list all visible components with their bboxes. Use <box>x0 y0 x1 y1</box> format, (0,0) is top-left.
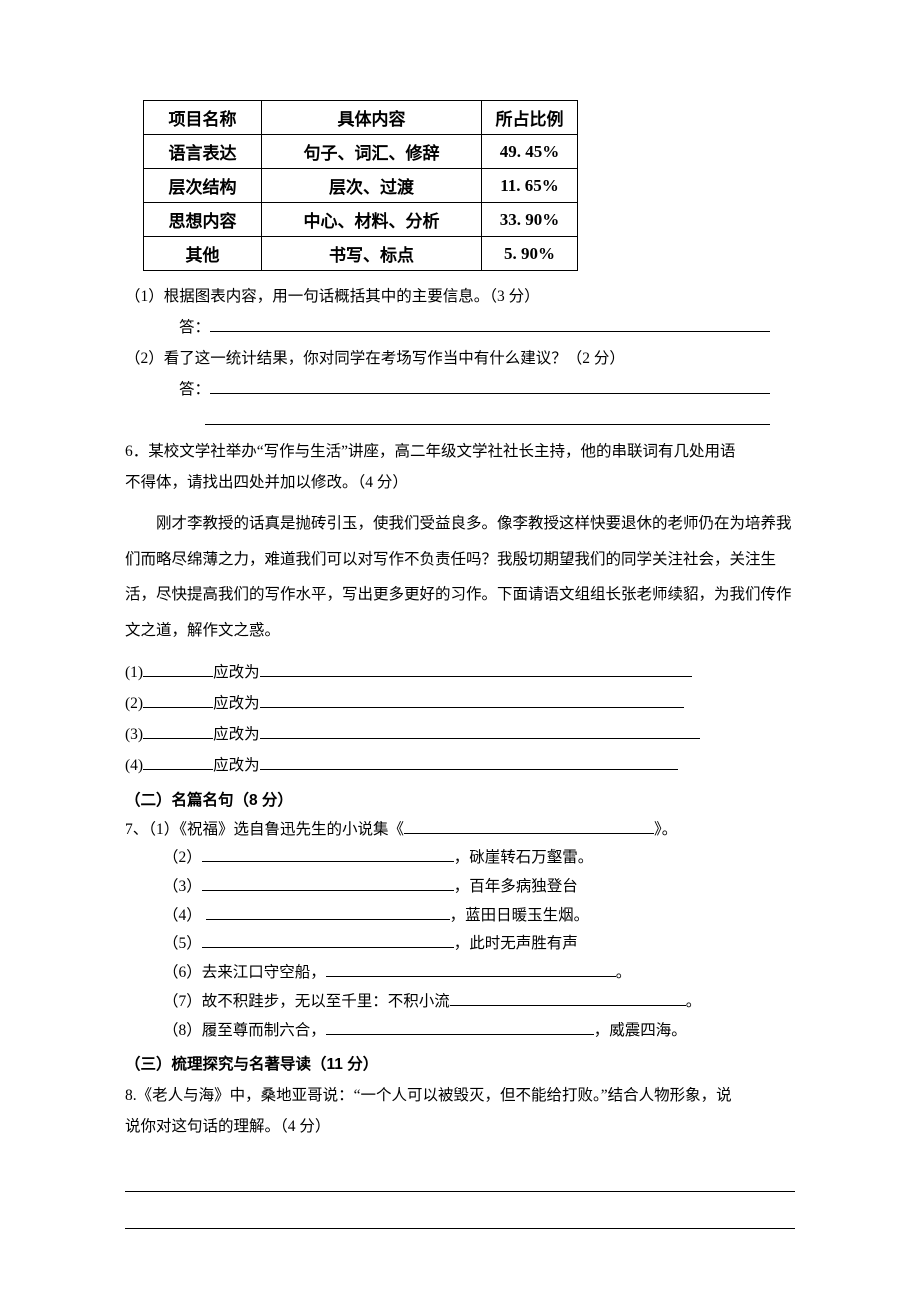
item-mid: 应改为 <box>213 757 260 774</box>
item-num: (2) <box>125 695 143 712</box>
blank[interactable] <box>450 988 686 1006</box>
item-num: (4) <box>125 757 143 774</box>
answer-blank-line[interactable] <box>125 1206 795 1229</box>
q5-2-answer-line2 <box>125 405 795 436</box>
blank[interactable] <box>260 721 700 739</box>
blank[interactable] <box>260 659 692 677</box>
blank[interactable] <box>260 752 678 770</box>
q8-stem-b: 说你对这句话的理解。（4 分） <box>125 1111 795 1142</box>
section-3-title: （三）梳理探究与名著导读（11 分） <box>125 1049 795 1080</box>
table-cell: 中心、材料、分析 <box>262 203 482 237</box>
col-header: 具体内容 <box>262 101 482 135</box>
q7-num: （5） <box>163 935 202 952</box>
q5-1-answer-line: 答： <box>125 312 795 343</box>
q7-3: （3） ，百年多病独登台 <box>125 873 795 902</box>
q7-tail: ，蓝田日暖玉生烟。 <box>450 907 590 924</box>
q7-tail: ，此时无声胜有声 <box>454 935 578 952</box>
table-cell: 49. 45% <box>482 135 578 169</box>
q7-6: （6）去来江口守空船， 。 <box>125 959 795 988</box>
table-row: 其他 书写、标点 5. 90% <box>144 237 578 271</box>
section-2-title: （二）名篇名句（8 分） <box>125 785 795 816</box>
table-cell: 层次结构 <box>144 169 262 203</box>
table-header-row: 项目名称 具体内容 所占比例 <box>144 101 578 135</box>
item-mid: 应改为 <box>213 695 260 712</box>
q7-tail: ，砯崖转石万壑雷。 <box>454 849 594 866</box>
item-mid: 应改为 <box>213 726 260 743</box>
page-container: 项目名称 具体内容 所占比例 语言表达 句子、词汇、修辞 49. 45% 层次结… <box>0 0 920 1303</box>
blank[interactable] <box>143 659 213 677</box>
q7-1: 7、（1）《祝福》选自鲁迅先生的小说集《 》。 <box>125 816 795 845</box>
blank[interactable] <box>143 721 213 739</box>
item-num: (1) <box>125 664 143 681</box>
answer-blank-line[interactable] <box>125 1168 795 1191</box>
table-row: 思想内容 中心、材料、分析 33. 90% <box>144 203 578 237</box>
table-cell: 5. 90% <box>482 237 578 271</box>
q7-num: （3） <box>163 878 202 895</box>
answer-prefix: 答： <box>179 319 210 336</box>
q6-item-2: (2) 应改为 <box>125 688 795 719</box>
blank[interactable] <box>404 816 654 834</box>
q7-num: （4） <box>163 907 202 924</box>
q7-8: （8）履至尊而制六合， ，威震四海。 <box>125 1017 795 1046</box>
answer-blank[interactable] <box>210 376 770 394</box>
table-cell: 语言表达 <box>144 135 262 169</box>
blank[interactable] <box>206 902 450 920</box>
q6-item-1: (1) 应改为 <box>125 657 795 688</box>
table-row: 层次结构 层次、过渡 11. 65% <box>144 169 578 203</box>
table-cell: 33. 90% <box>482 203 578 237</box>
col-header: 项目名称 <box>144 101 262 135</box>
item-num: (3) <box>125 726 143 743</box>
blank[interactable] <box>326 959 616 977</box>
q5-2-label: （2）看了这一统计结果，你对同学在考场写作当中有什么建议？（2 分） <box>125 343 795 374</box>
q7-6-pre: （6）去来江口守空船， <box>163 964 326 981</box>
q7-7-suf: 。 <box>686 993 702 1010</box>
q5-2-answer-line: 答： <box>125 374 795 405</box>
q6-item-3: (3) 应改为 <box>125 719 795 750</box>
q7-5: （5） ，此时无声胜有声 <box>125 930 795 959</box>
answer-prefix: 答： <box>179 381 210 398</box>
table-cell: 11. 65% <box>482 169 578 203</box>
q8-stem-a: 8.《老人与海》中，桑地亚哥说：“一个人可以被毁灭，但不能给打败。”结合人物形象… <box>125 1080 795 1111</box>
table-cell: 其他 <box>144 237 262 271</box>
q6-stem-text-a: 6．某校文学社举办“写作与生活”讲座，高二年级文学社社长主持，他的串联词有几处用… <box>125 443 736 460</box>
q5-1-label: （1）根据图表内容，用一句话概括其中的主要信息。（3 分） <box>125 281 795 312</box>
q7-2: （2） ，砯崖转石万壑雷。 <box>125 844 795 873</box>
blank[interactable] <box>260 690 684 708</box>
answer-blank[interactable] <box>210 314 770 332</box>
q6-passage: 刚才李教授的话真是抛砖引玉，使我们受益良多。像李教授这样快要退休的老师仍在为培养… <box>125 506 795 649</box>
table-cell: 书写、标点 <box>262 237 482 271</box>
q7-1-suf: 》。 <box>654 821 677 838</box>
q7-8-suf: ，威震四海。 <box>594 1022 687 1039</box>
q7-8-pre: （8）履至尊而制六合， <box>163 1022 326 1039</box>
blank[interactable] <box>202 873 454 891</box>
survey-table: 项目名称 具体内容 所占比例 语言表达 句子、词汇、修辞 49. 45% 层次结… <box>143 100 578 271</box>
q6-item-4: (4) 应改为 <box>125 750 795 781</box>
q7-4: （4） ，蓝田日暖玉生烟。 <box>125 902 795 931</box>
q6-stem: 6．某校文学社举办“写作与生活”讲座，高二年级文学社社长主持，他的串联词有几处用… <box>125 436 795 467</box>
q7-6-suf: 。 <box>616 964 632 981</box>
table-cell: 思想内容 <box>144 203 262 237</box>
blank[interactable] <box>202 844 454 862</box>
blank[interactable] <box>143 752 213 770</box>
item-mid: 应改为 <box>213 664 260 681</box>
q6-stem-text-b: 不得体，请找出四处并加以修改。（4 分） <box>125 474 408 491</box>
blank[interactable] <box>202 930 454 948</box>
table-row: 语言表达 句子、词汇、修辞 49. 45% <box>144 135 578 169</box>
q7-1-pre: 7、（1）《祝福》选自鲁迅先生的小说集《 <box>125 821 404 838</box>
q7-7-pre: （7）故不积跬步，无以至千里：不积小流 <box>163 993 450 1010</box>
q7-tail: ，百年多病独登台 <box>454 878 578 895</box>
blank[interactable] <box>143 690 213 708</box>
table-cell: 层次、过渡 <box>262 169 482 203</box>
q6-stem: 不得体，请找出四处并加以修改。（4 分） <box>125 467 795 498</box>
answer-blank[interactable] <box>205 407 770 425</box>
table-cell: 句子、词汇、修辞 <box>262 135 482 169</box>
q7-num: （2） <box>163 849 202 866</box>
blank[interactable] <box>326 1017 594 1035</box>
col-header: 所占比例 <box>482 101 578 135</box>
q7-7: （7）故不积跬步，无以至千里：不积小流 。 <box>125 988 795 1017</box>
